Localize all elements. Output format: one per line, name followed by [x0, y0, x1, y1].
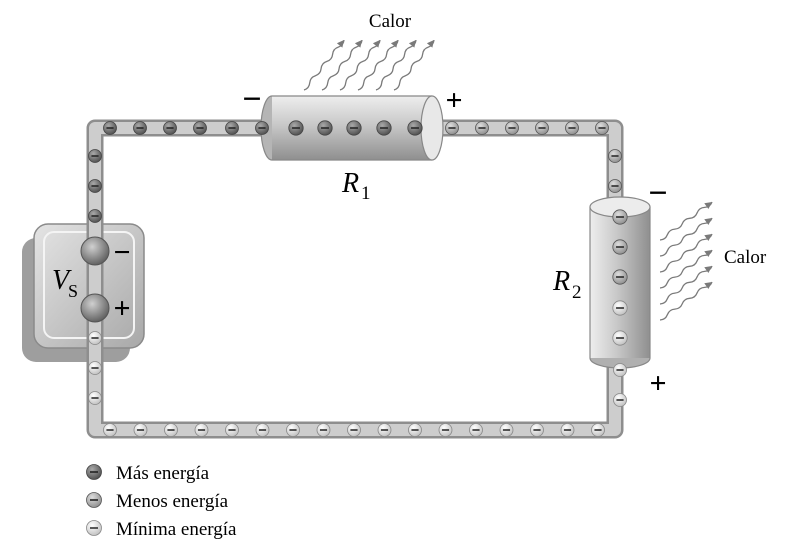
vs-subscript: S: [68, 281, 78, 301]
electron-low: [612, 330, 628, 346]
electron-high: [103, 121, 117, 135]
electron-low: [612, 300, 628, 316]
electron-high: [407, 120, 423, 136]
electron-medium: [595, 121, 609, 135]
electron-low: [88, 331, 102, 345]
electron-low: [560, 423, 575, 437]
r1-letter: R: [341, 168, 359, 199]
legend-item-medium: Menos energía: [86, 491, 229, 512]
electron-low: [347, 423, 361, 437]
heat-arrow-top: [357, 39, 399, 91]
electron-low: [194, 423, 209, 437]
legend-label-medium: Menos energía: [116, 491, 229, 512]
r2-subscript: 2: [572, 282, 582, 303]
heat-arrows-r1: [303, 39, 435, 91]
electron-high: [88, 179, 102, 193]
r2-letter: R: [552, 266, 570, 297]
vs-label: V S: [52, 265, 78, 301]
electron-high: [133, 121, 147, 135]
electron-medium: [445, 121, 459, 135]
electron-high: [376, 120, 392, 136]
electron-low: [408, 423, 422, 437]
electron-low: [225, 423, 239, 437]
heat-arrow-right: [659, 265, 713, 305]
r1-positive-sign: +: [445, 84, 462, 117]
legend-item-high: Más energía: [86, 463, 210, 484]
electron-low: [438, 423, 453, 437]
electron-high: [88, 149, 102, 163]
r2-positive-sign: +: [649, 367, 666, 400]
electron-low: [613, 363, 627, 377]
electron-low: [530, 423, 544, 437]
positive-terminal: [80, 293, 110, 323]
electron-low: [164, 423, 178, 437]
heat-label-right: Calor: [724, 247, 767, 268]
electron-low: [613, 393, 627, 407]
legend-label-high: Más energía: [116, 463, 210, 484]
heat-arrow-top: [303, 39, 345, 91]
electron-low: [286, 423, 300, 437]
electron-medium: [612, 239, 628, 255]
heat-arrow-top: [375, 39, 417, 91]
electron-low: [88, 361, 102, 375]
electron-medium: [565, 121, 579, 135]
electron-high: [288, 120, 304, 136]
heat-arrow-right: [659, 281, 713, 321]
electron-high: [225, 121, 239, 135]
electron-layer: [88, 120, 628, 437]
electron-medium: [612, 269, 628, 285]
electron-high: [346, 120, 362, 136]
electron-high: [163, 121, 177, 135]
heat-arrow-right: [659, 217, 713, 257]
r2-label: R 2: [552, 266, 582, 303]
r2-negative-sign: −: [648, 175, 667, 212]
electron-low: [133, 423, 148, 437]
heat-label-top: Calor: [369, 11, 412, 32]
negative-terminal: [80, 236, 110, 266]
r1-subscript: 1: [361, 183, 371, 204]
electron-low: [499, 423, 514, 437]
electron-low: [255, 423, 270, 437]
r1-label: R 1: [341, 168, 371, 204]
heat-arrow-right: [659, 249, 713, 289]
legend-label-low: Mínima energía: [116, 519, 237, 540]
heat-arrows-r2: [659, 201, 713, 321]
electron-low: [316, 423, 331, 437]
electron-medium: [608, 149, 622, 163]
electron-medium: [612, 209, 628, 225]
vs-positive-sign: +: [113, 292, 130, 325]
electron-high: [317, 120, 333, 136]
heat-arrow-right: [659, 233, 713, 273]
heat-arrow-right: [659, 201, 713, 241]
electron-low: [103, 423, 117, 437]
heat-arrow-top: [321, 39, 363, 91]
electron-medium: [505, 121, 519, 135]
heat-arrow-top: [339, 39, 381, 91]
electron-high: [193, 121, 207, 135]
electron-medium: [535, 121, 549, 135]
electron-low: [591, 423, 605, 437]
electron-high: [255, 121, 269, 135]
legend: Más energía Menos energía Mínima energía: [86, 463, 237, 540]
vs-letter: V: [52, 265, 72, 296]
legend-item-low: Mínima energía: [86, 519, 237, 540]
electron-low: [88, 391, 102, 405]
heat-arrow-top: [393, 39, 435, 91]
electron-low: [469, 423, 483, 437]
vs-negative-sign: −: [113, 236, 130, 269]
electron-low: [377, 423, 392, 437]
electron-medium: [475, 121, 489, 135]
r1-negative-sign: −: [242, 81, 261, 118]
electron-high: [88, 209, 102, 223]
electron-medium: [608, 179, 622, 193]
